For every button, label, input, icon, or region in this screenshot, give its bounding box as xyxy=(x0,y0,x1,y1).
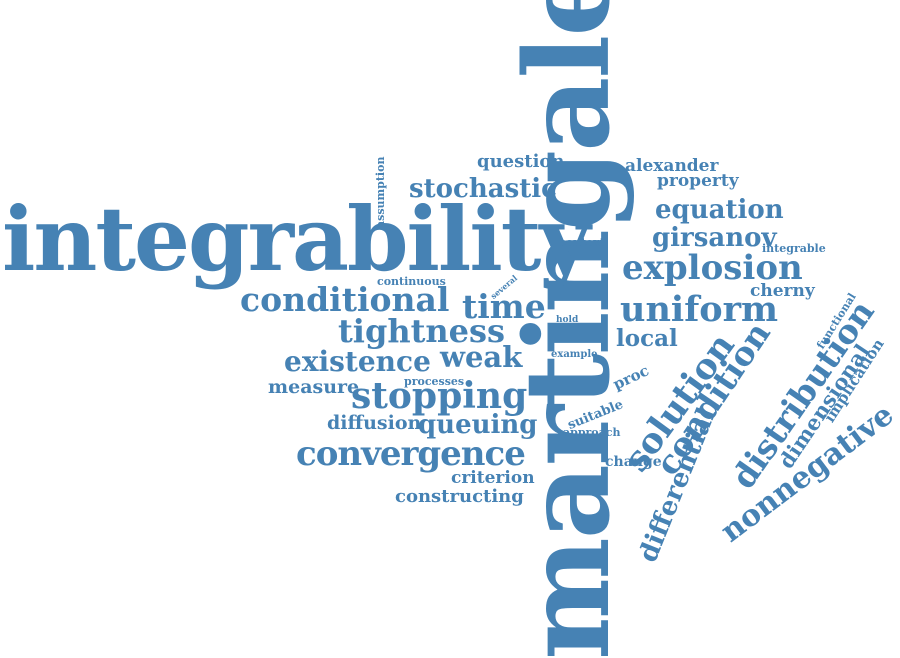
word-processes: processes xyxy=(404,375,465,388)
word-context: context xyxy=(559,236,605,249)
word-measure: measure xyxy=(268,376,360,398)
word-girsanov: girsanov xyxy=(652,223,777,253)
word-assumption: assumption xyxy=(374,156,387,228)
word-equation: equation xyxy=(655,195,784,225)
word-hold: hold xyxy=(556,315,579,325)
word-queuing: queuing xyxy=(418,410,538,440)
word-example: example xyxy=(551,349,598,360)
word-tightness: tightness xyxy=(338,312,506,350)
word-alexander: alexander xyxy=(625,156,719,176)
word-uniform: uniform xyxy=(620,289,779,330)
word-approach: approach xyxy=(563,426,621,439)
word-diffusion: diffusion xyxy=(327,412,422,434)
word-explosion: explosion xyxy=(622,248,803,288)
word-integrable: integrable xyxy=(762,242,826,255)
word-stopping: stopping xyxy=(351,375,528,417)
word-martingale: martingale xyxy=(500,0,636,658)
word-convergence: convergence xyxy=(296,434,526,474)
word-conditional: conditional xyxy=(240,280,450,319)
word-constructing: constructing xyxy=(395,486,524,507)
word-time: time xyxy=(462,287,546,326)
word-criterion: criterion xyxy=(451,468,535,488)
word-continuous: continuous xyxy=(377,275,446,288)
word-weak: weak xyxy=(440,340,523,374)
word-stochastic: stochastic xyxy=(409,174,557,204)
word-question: question xyxy=(477,151,565,172)
word-change: change xyxy=(605,454,662,470)
word-existence: existence xyxy=(284,345,431,378)
word-local: local xyxy=(616,325,678,352)
word-property: property xyxy=(657,171,739,191)
word-integrability: integrability xyxy=(2,187,591,291)
word-cherny: cherny xyxy=(750,281,815,301)
